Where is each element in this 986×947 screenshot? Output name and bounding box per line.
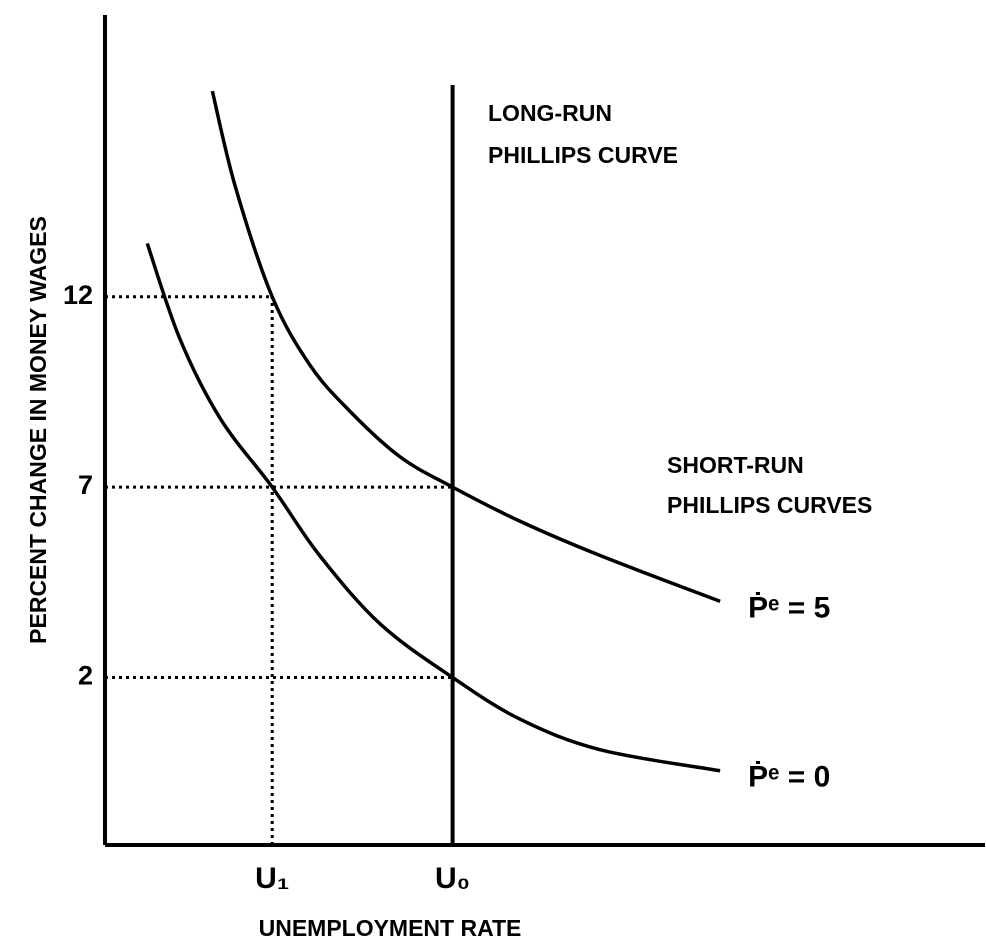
short-run-label: PHILLIPS CURVES bbox=[667, 492, 872, 518]
y-tick-label: 7 bbox=[78, 470, 93, 500]
long-run-label: PHILLIPS CURVE bbox=[488, 142, 678, 168]
short-run-label: SHORT-RUN bbox=[667, 452, 804, 478]
y-tick-label: 12 bbox=[63, 280, 93, 310]
x-tick-label: U₀ bbox=[435, 862, 470, 895]
long-run-label: LONG-RUN bbox=[488, 100, 612, 126]
legend-label: Ṗᵉ = 5 bbox=[748, 591, 830, 624]
x-tick-label: U₁ bbox=[255, 862, 289, 895]
curve bbox=[145, 242, 721, 773]
y-tick-label: 2 bbox=[78, 661, 93, 691]
x-axis-label: UNEMPLOYMENT RATE bbox=[259, 915, 522, 941]
curve bbox=[210, 90, 721, 603]
y-axis-label: PERCENT CHANGE IN MONEY WAGES bbox=[25, 216, 51, 644]
legend-label: Ṗᵉ = 0 bbox=[748, 761, 830, 794]
